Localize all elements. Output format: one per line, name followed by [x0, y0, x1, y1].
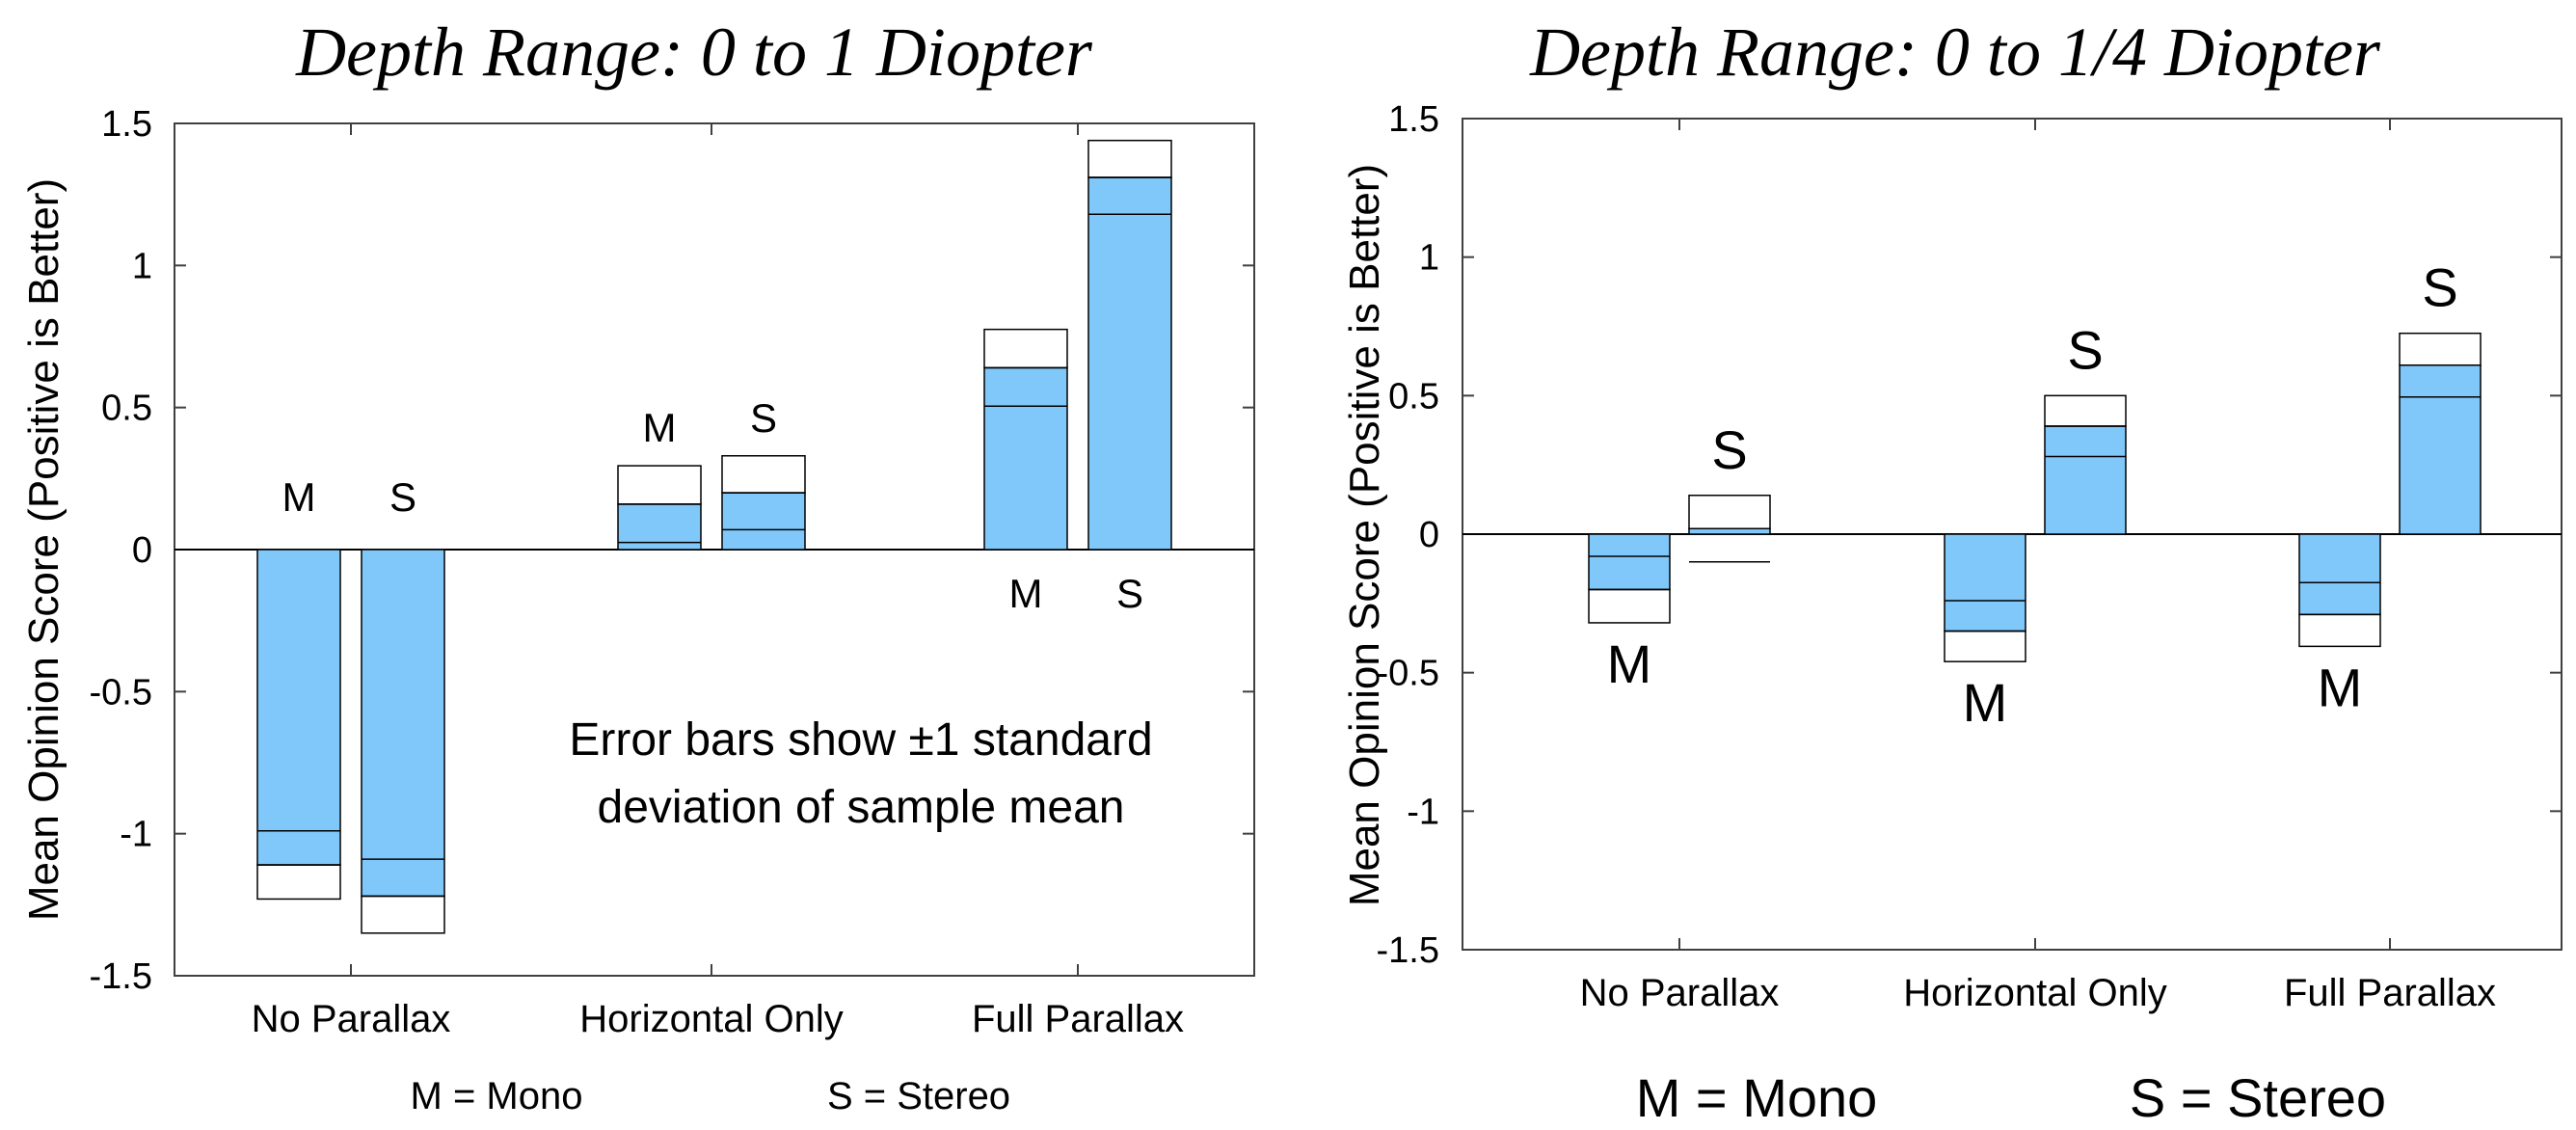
right-category-label: Full Parallax [2284, 972, 2496, 1014]
left-error-box-outer [1087, 139, 1172, 178]
right-error-box-outer [2044, 394, 2127, 427]
left-chart-title: Depth Range: 0 to 1 Diopter [295, 13, 1093, 91]
right-y-tick-label: -1 [1407, 792, 1439, 832]
left-legend-stereo: S = Stereo [827, 1075, 1010, 1117]
left-y-ticks: 1.5 1 0.5 0 -0.5 -1 -1.5 [90, 104, 1254, 997]
right-legend-stereo: S = Stereo [2130, 1067, 2386, 1128]
right-error-box-outer [1688, 495, 1771, 530]
left-y-tick-label: 1 [132, 246, 152, 286]
right-y-tick-label: 1.5 [1388, 99, 1439, 140]
right-bar-stereo [2399, 363, 2482, 535]
right-bar-mono [1588, 533, 1671, 591]
left-bar-label-stereo: S [750, 395, 777, 441]
right-error-box-outer [2298, 613, 2381, 648]
right-y-axis-label: Mean Opinion Score (Positive is Better) [1341, 164, 1388, 906]
right-y-tick-label: 0.5 [1388, 376, 1439, 417]
error-bar-note-line2: deviation of sample mean [598, 782, 1125, 833]
right-bar-stereo [2044, 425, 2127, 535]
right-bars: M M M S S S [1462, 257, 2562, 733]
right-bar-stereo [1688, 527, 1771, 535]
right-bar-label-stereo: S [1711, 419, 1747, 480]
right-bar-label-stereo: S [2422, 257, 2457, 318]
left-error-box-outer [617, 465, 702, 505]
left-x-ticks: No Parallax Horizontal Only Full Parallax [252, 123, 1184, 1040]
left-chart: Depth Range: 0 to 1 Diopter Mean Opinion… [20, 13, 1255, 1117]
left-error-box-outer [721, 455, 806, 494]
left-bar-stereo [361, 549, 445, 898]
left-y-tick-label: 0 [132, 530, 152, 571]
left-y-tick-label: 0.5 [101, 389, 152, 429]
left-bar-mono [256, 549, 341, 866]
right-chart-title: Depth Range: 0 to 1/4 Diopter [1529, 13, 2381, 91]
right-category-label: No Parallax [1580, 972, 1780, 1014]
left-error-box-outer [361, 895, 445, 934]
right-chart: Depth Range: 0 to 1/4 Diopter Mean Opini… [1341, 13, 2563, 1128]
left-y-tick-label: -0.5 [90, 672, 152, 713]
right-x-ticks: No Parallax Horizontal Only Full Parallax [1580, 119, 2496, 1014]
left-y-axis-label: Mean Opinion Score (Positive is Better) [20, 178, 67, 921]
left-category-label: No Parallax [252, 998, 451, 1040]
error-bar-note-line1: Error bars show ±1 standard [569, 714, 1152, 766]
right-error-box-outer [1588, 588, 1671, 624]
left-bar-label-mono: M [282, 474, 316, 520]
right-legend-mono: M = Mono [1636, 1067, 1878, 1128]
right-error-box-outer [1944, 630, 2026, 662]
left-bar-label-stereo: S [1116, 571, 1143, 616]
right-category-label: Horizontal Only [1903, 972, 2166, 1014]
right-y-tick-label: 0 [1419, 515, 1439, 555]
left-bar-stereo [1087, 176, 1172, 551]
right-y-tick-label: 1 [1419, 238, 1439, 279]
left-bar-stereo [721, 492, 806, 551]
left-category-label: Full Parallax [972, 998, 1184, 1040]
left-y-tick-label: 1.5 [101, 104, 152, 145]
right-bar-label-mono: M [1963, 672, 2008, 733]
right-bar-mono [1944, 533, 2026, 632]
left-legend-mono: M = Mono [411, 1075, 583, 1117]
left-y-tick-label: -1.5 [90, 956, 152, 997]
right-bar-label-mono: M [1607, 633, 1652, 694]
right-error-box-outer [2399, 332, 2482, 366]
left-error-box-outer [983, 328, 1068, 369]
left-bar-label-mono: M [643, 405, 677, 450]
right-y-tick-label: -0.5 [1377, 654, 1439, 694]
left-category-label: Horizontal Only [579, 998, 843, 1040]
left-bar-label-mono: M [1009, 571, 1043, 616]
right-bar-label-stereo: S [2067, 319, 2103, 380]
right-bar-label-mono: M [2318, 657, 2363, 717]
right-bar-mono [2298, 533, 2381, 616]
left-bar-label-stereo: S [389, 474, 416, 520]
left-bar-mono [983, 366, 1068, 551]
left-y-tick-label: -1 [120, 815, 152, 855]
right-y-tick-label: -1.5 [1377, 930, 1439, 971]
left-error-box-outer [256, 864, 341, 901]
left-bars: M M M S S S [174, 139, 1254, 934]
